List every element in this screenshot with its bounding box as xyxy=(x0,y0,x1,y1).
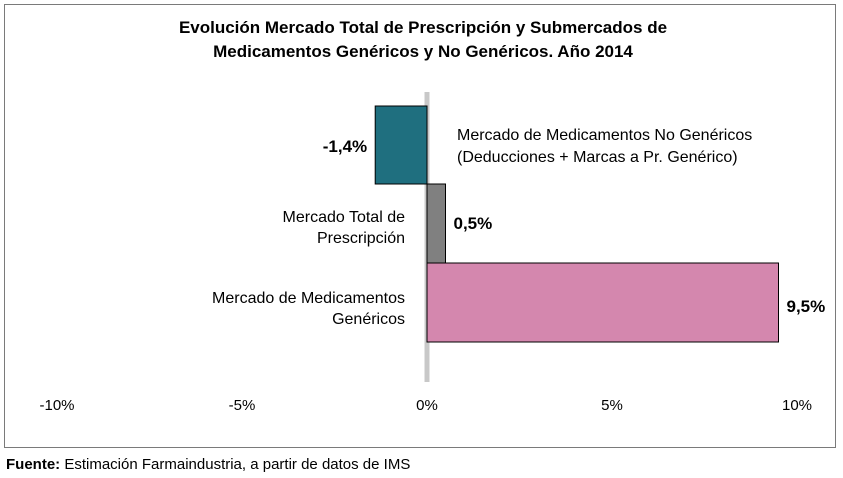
x-tick-label-1: -10% xyxy=(39,397,74,414)
category-label-3-line-2: Genéricos xyxy=(332,311,405,328)
source-text: Estimación Farmaindustria, a partir de d… xyxy=(60,456,411,473)
x-tick-label-3: 0% xyxy=(416,397,438,414)
category-label-1-line-1: Mercado de Medicamentos No Genéricos xyxy=(457,127,752,144)
category-label-3-line-1: Mercado de Medicamentos xyxy=(212,290,405,307)
source-label: Fuente: xyxy=(6,456,61,473)
x-tick-label-4: 5% xyxy=(601,397,623,414)
chart-title-line-1: Evolución Mercado Total de Prescripción … xyxy=(179,18,667,37)
chart-frame xyxy=(4,4,836,448)
value-label-1: -1,4% xyxy=(323,137,367,156)
value-label-2: 0,5% xyxy=(454,214,493,233)
category-label-2-line-1: Mercado Total de xyxy=(283,209,406,226)
source-note: Fuente: Estimación Farmaindustria, a par… xyxy=(6,456,410,473)
chart-title-line-2: Medicamentos Genéricos y No Genéricos. A… xyxy=(213,42,633,61)
bar-1 xyxy=(374,105,428,185)
bar-3 xyxy=(426,262,779,343)
category-label-2-line-2: Prescripción xyxy=(317,230,405,247)
x-tick-label-2: -5% xyxy=(229,397,256,414)
bar-2 xyxy=(426,183,446,264)
category-label-1-line-2: (Deducciones + Marcas a Pr. Genérico) xyxy=(457,149,738,166)
x-tick-label-5: 10% xyxy=(782,397,812,414)
value-label-3: 9,5% xyxy=(787,297,826,316)
